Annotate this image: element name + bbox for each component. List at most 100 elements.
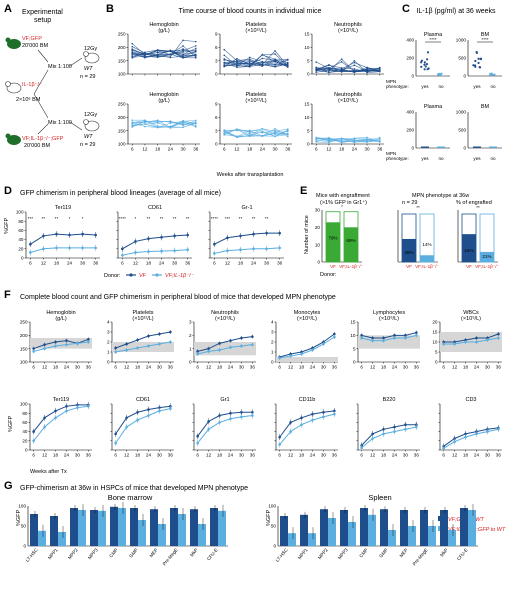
arrows bbox=[33, 49, 83, 135]
f1-2-point bbox=[229, 339, 232, 342]
f1-4-xtick-label: 6 bbox=[360, 365, 363, 370]
b-1-0-point bbox=[144, 125, 146, 128]
d-1-point bbox=[121, 247, 124, 251]
g-ytick-label: 50 bbox=[21, 524, 27, 529]
b-1-1-xtick-label: 30 bbox=[272, 147, 278, 152]
b-1-1-point bbox=[248, 135, 251, 137]
d-1-series-vfil bbox=[122, 249, 188, 256]
d-2-xtick-label: 18 bbox=[238, 261, 244, 266]
f2-2-point bbox=[196, 441, 199, 445]
f2-5-title: CD3 bbox=[465, 397, 476, 403]
d-1-xtick-label: 24 bbox=[159, 261, 165, 266]
f1-2-point bbox=[218, 342, 221, 345]
b-0-1-series-m12 bbox=[224, 49, 288, 68]
g-sub-sp: Spleen bbox=[368, 493, 391, 502]
b-0-1-point bbox=[223, 48, 226, 51]
f2-1-point bbox=[147, 414, 150, 417]
f1-5-ytick-label: 0 bbox=[435, 360, 438, 365]
f1-5-point bbox=[497, 336, 500, 340]
b-1-2-point bbox=[340, 141, 343, 143]
c-yes: yes bbox=[421, 84, 429, 89]
b-1-0-point bbox=[156, 120, 159, 123]
b-0-0-ytick-label: 100 bbox=[118, 72, 126, 77]
f1-1-xtick-label: 30 bbox=[157, 365, 163, 370]
f1-4-xtick-label: 30 bbox=[403, 365, 409, 370]
b-0-0-point bbox=[182, 48, 184, 50]
e3-sig: ** bbox=[476, 205, 480, 210]
g-bar-vfil bbox=[158, 524, 166, 546]
f2-0-point bbox=[87, 405, 90, 408]
b-0-0-point bbox=[131, 57, 134, 59]
legend-vfil: VF;IL-1β⁻/⁻ bbox=[165, 273, 195, 279]
b-0-0-point bbox=[156, 56, 159, 59]
b-0-0-title: Hemoglobin bbox=[149, 22, 178, 28]
irr-bottom: 12Gy bbox=[84, 112, 97, 118]
g-bar-vf bbox=[50, 516, 58, 546]
c-point-yes bbox=[426, 51, 430, 54]
b-0-2-point bbox=[353, 68, 356, 70]
b-1-0-xtick-label: 6 bbox=[131, 147, 134, 152]
e1-bar-vf-engrafted bbox=[326, 222, 340, 262]
d-1-xtick-label: 12 bbox=[133, 261, 139, 266]
b-1-2-title: Neutrophils bbox=[334, 92, 362, 98]
b-0-2-point bbox=[353, 60, 356, 62]
b-1-0-point bbox=[131, 126, 134, 128]
b-0-0-point bbox=[194, 47, 197, 50]
f2-2-series-vf bbox=[197, 411, 253, 437]
b-1-0-series-m8 bbox=[132, 120, 196, 128]
c-ytick-label: 0 bbox=[411, 146, 414, 151]
c-point-no bbox=[491, 73, 494, 76]
b-0-1-series-m2 bbox=[224, 57, 288, 66]
f1-1-point bbox=[114, 346, 117, 350]
c-point-yes bbox=[477, 61, 480, 65]
b-1-1-point bbox=[261, 127, 264, 130]
b-1-0-xtick-label: 18 bbox=[155, 147, 161, 152]
d-sig-0: * bbox=[69, 216, 71, 221]
g-bar-vfil bbox=[138, 520, 146, 546]
f2-0-ytick-label: 60 bbox=[22, 420, 28, 425]
f1-3-point bbox=[289, 354, 292, 358]
f1-1-point bbox=[169, 330, 172, 334]
f2-5-series-vfil bbox=[443, 428, 499, 449]
b-1-0-point bbox=[194, 120, 197, 122]
f1-2-xtick-label: 36 bbox=[250, 365, 256, 370]
f1-5-ytick-label: 10 bbox=[432, 340, 438, 345]
f1-0-normal-band bbox=[30, 338, 92, 349]
panel-d-legend: Donor: VF VF;IL-1β⁻/⁻ bbox=[104, 273, 195, 279]
b-1-0-point bbox=[156, 125, 159, 127]
b-1-1-xtick-label: 6 bbox=[223, 147, 226, 152]
f2-1-title: CD61 bbox=[136, 397, 150, 403]
f2-5-point bbox=[464, 435, 467, 439]
f1-2-series-vf bbox=[197, 336, 253, 352]
e3-cat-vf: VF bbox=[466, 264, 472, 269]
c-yes: yes bbox=[473, 156, 481, 161]
f2-3-xtick-label: 12 bbox=[288, 453, 294, 458]
g-ytick-label: 0 bbox=[273, 544, 276, 549]
g-bar-vfil bbox=[348, 522, 356, 546]
f1-3-ytick-label: 1 bbox=[271, 350, 274, 355]
b-1-1-point bbox=[274, 133, 276, 135]
f1-4-point bbox=[415, 334, 418, 337]
d-1-point bbox=[186, 248, 189, 252]
b-0-2-series-m13 bbox=[316, 70, 380, 73]
b-0-1-point bbox=[236, 63, 238, 66]
b-1-2-xtick-label: 24 bbox=[352, 147, 358, 152]
b-0-2-point bbox=[315, 66, 318, 69]
f2-5-xtick-label: 36 bbox=[496, 453, 502, 458]
g-ytick-label: 100 bbox=[268, 504, 276, 509]
g-cat-label: MEP bbox=[399, 547, 409, 558]
f1-0-point bbox=[65, 339, 68, 342]
f2-4-point bbox=[415, 425, 418, 429]
c-ytick-label: 0 bbox=[463, 146, 466, 151]
d-0-point bbox=[29, 251, 32, 254]
g-cat-label: GMP bbox=[378, 547, 389, 558]
c-label-1: BM bbox=[481, 32, 490, 38]
e2-sig: ** bbox=[416, 205, 420, 210]
b-0-1-point bbox=[261, 61, 264, 64]
e1-bar-vfil-engrafted bbox=[344, 227, 358, 262]
f1-3-point bbox=[333, 332, 336, 336]
f1-4-series-vf bbox=[361, 332, 417, 339]
f1-0-point bbox=[43, 343, 46, 346]
cells-bottom: 20'000 BM bbox=[24, 143, 51, 149]
f1-2-xtick-label: 18 bbox=[217, 365, 223, 370]
